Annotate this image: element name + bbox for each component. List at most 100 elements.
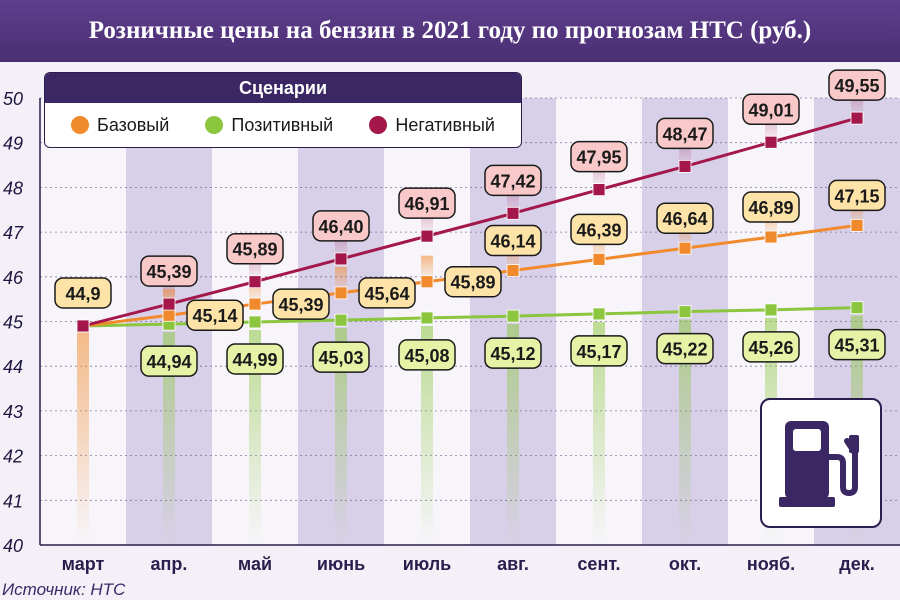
data-label-positive: 45,22 [662, 340, 707, 360]
x-tick-label: нояб. [747, 554, 795, 574]
start-stem [77, 331, 89, 545]
data-point-negative [76, 319, 90, 333]
data-label-negative-box [828, 69, 886, 101]
x-tick-label: дек. [839, 554, 874, 574]
data-label-base-box [656, 202, 714, 234]
legend-dot-positive [205, 116, 224, 134]
data-label-negative-box [140, 255, 198, 287]
data-label-base: 46,14 [490, 232, 535, 252]
data-label-base-box [484, 224, 542, 257]
series-line-negative [82, 116, 858, 328]
positive-stem [249, 329, 261, 545]
x-tick-label: июнь [317, 554, 365, 574]
fuel-pump-box [760, 398, 882, 528]
data-point-positive [248, 315, 262, 329]
legend-item-base: Базовый [71, 115, 169, 136]
data-label-base: 45,89 [450, 273, 495, 293]
data-point-positive [678, 305, 692, 319]
data-label-base-box [358, 277, 416, 309]
data-label-positive-box [226, 343, 284, 375]
data-label-negative-box [742, 93, 800, 126]
data-label-negative: 48,47 [662, 124, 707, 144]
data-label-negative-box [484, 164, 542, 197]
y-tick-label: 47 [3, 223, 24, 243]
data-label-positive: 44,94 [146, 352, 191, 372]
data-label-base-box [272, 288, 330, 320]
data-point-negative [592, 183, 606, 197]
positive-stem [593, 321, 605, 545]
data-label-positive-box [656, 332, 714, 365]
legend-label-positive: Позитивный [231, 114, 334, 135]
legend-label-base: Базовый [97, 114, 170, 135]
data-label-negative-box [312, 210, 370, 242]
positive-stem [421, 325, 433, 545]
positive-stem [679, 319, 691, 545]
data-point-negative [506, 206, 520, 220]
x-tick-label: апр. [151, 554, 188, 574]
legend-title: Сценарии [45, 73, 521, 103]
positive-stem [335, 328, 347, 545]
data-label-positive: 44,99 [232, 350, 277, 370]
data-point-base [592, 252, 606, 266]
data-point-positive [592, 307, 606, 321]
y-tick-label: 42 [3, 447, 23, 467]
y-tick-label: 50 [3, 89, 23, 109]
data-label-negative: 47,95 [576, 148, 621, 168]
line-chart: 40 41 42 43 44 45 46 47 48 49 50 март апр. май июнь июл… [3, 69, 900, 574]
data-label-negative: 49,55 [834, 76, 879, 96]
x-tick-label: март [62, 554, 105, 574]
data-label-negative: 46,40 [318, 217, 363, 237]
data-label-base: 45,39 [278, 295, 323, 315]
legend-item-negative: Негативный [369, 115, 495, 136]
y-tick-label: 46 [3, 268, 24, 288]
y-tick-label: 40 [3, 536, 23, 556]
y-tick-label: 45 [3, 313, 24, 333]
data-label-start: 44,9 [65, 284, 100, 304]
y-tick-label: 48 [3, 178, 23, 198]
fuel-pump-icon [779, 421, 859, 507]
data-point-base [420, 275, 434, 289]
source-note: Источник: НТС [2, 580, 126, 599]
legend-item-positive: Позитивный [205, 115, 333, 136]
legend-dot-negative [369, 116, 388, 134]
data-label-start-box [54, 277, 112, 309]
data-label-negative: 49,01 [748, 100, 793, 120]
data-point-negative [678, 159, 692, 173]
base-stem [421, 255, 433, 282]
x-tick-label: июль [403, 554, 452, 574]
data-point-negative [420, 229, 434, 243]
data-label-positive: 45,17 [576, 342, 621, 362]
x-tick-label: сент. [577, 554, 620, 574]
positive-stem [507, 324, 519, 545]
data-label-negative-box [398, 187, 456, 219]
data-point-positive [420, 311, 434, 325]
data-point-negative [764, 135, 778, 149]
positive-stem [163, 332, 175, 545]
data-point-negative [162, 297, 176, 311]
y-tick-label: 44 [3, 357, 23, 377]
data-label-base-box [444, 265, 502, 298]
y-tick-label: 41 [3, 491, 23, 511]
data-label-positive-box [570, 335, 628, 367]
data-point-base [764, 230, 778, 244]
data-label-base: 45,14 [192, 306, 237, 326]
data-point-negative [248, 275, 262, 289]
data-label-base-box [186, 299, 244, 331]
data-label-base-box [742, 191, 800, 223]
data-label-base: 47,15 [834, 186, 879, 206]
data-label-positive: 45,12 [490, 344, 535, 364]
data-label-positive-box [484, 337, 542, 369]
data-label-base: 46,64 [662, 209, 707, 229]
base-stem [335, 266, 347, 293]
data-label-positive-box [828, 328, 886, 361]
data-point-base [506, 264, 520, 277]
data-label-negative: 47,42 [490, 171, 535, 191]
data-label-base: 46,89 [748, 198, 793, 218]
data-point-base [248, 297, 262, 311]
data-point-base [850, 218, 864, 232]
legend: Сценарии Базовый Позитивный Негативный [44, 72, 522, 148]
legend-label-negative: Негативный [395, 114, 495, 135]
y-tick-label: 49 [3, 134, 23, 154]
data-point-negative [850, 111, 864, 125]
data-label-negative-box [656, 117, 714, 150]
